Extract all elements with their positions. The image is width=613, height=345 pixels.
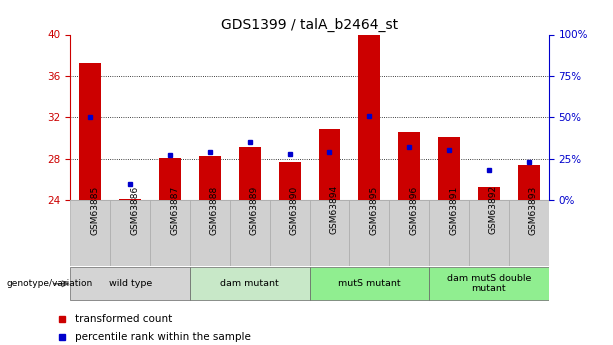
Text: dam mutant: dam mutant [221,279,279,288]
Bar [279,162,300,200]
Text: mutS mutant: mutS mutant [338,279,401,288]
Bar [70,200,110,266]
Text: genotype/variation: genotype/variation [6,279,93,288]
Text: GSM63887: GSM63887 [170,185,179,235]
Bar [310,200,349,266]
Bar [429,200,469,266]
Bar [469,200,509,266]
Bar [398,132,420,200]
Bar [349,200,389,266]
Bar [359,34,380,200]
Text: GSM63891: GSM63891 [449,185,458,235]
Text: GSM63889: GSM63889 [250,185,259,235]
Bar [120,199,141,200]
Bar [270,200,310,266]
Bar [190,200,230,266]
Bar [438,137,460,200]
Bar [429,267,549,300]
Title: GDS1399 / talA_b2464_st: GDS1399 / talA_b2464_st [221,18,398,32]
Text: GSM63890: GSM63890 [289,185,299,235]
Text: dam mutS double
mutant: dam mutS double mutant [447,274,531,294]
Bar [389,200,429,266]
Bar [518,165,539,200]
Bar [230,200,270,266]
Text: GSM63893: GSM63893 [528,185,538,235]
Bar [239,147,261,200]
Text: GSM63896: GSM63896 [409,185,418,235]
Bar [70,267,190,300]
Bar [319,129,340,200]
Text: GSM63886: GSM63886 [130,185,139,235]
Text: GSM63894: GSM63894 [330,185,338,235]
Bar [80,63,101,200]
Text: GSM63892: GSM63892 [489,185,498,235]
Bar [110,200,150,266]
Bar [190,267,310,300]
Bar [310,267,429,300]
Bar [159,158,181,200]
Text: percentile rank within the sample: percentile rank within the sample [75,332,251,342]
Text: wild type: wild type [109,279,152,288]
Text: GSM63888: GSM63888 [210,185,219,235]
Text: transformed count: transformed count [75,314,173,324]
Bar [199,156,221,200]
Text: GSM63895: GSM63895 [369,185,378,235]
Bar [478,187,500,200]
Text: GSM63885: GSM63885 [91,185,99,235]
Bar [150,200,190,266]
Bar [509,200,549,266]
